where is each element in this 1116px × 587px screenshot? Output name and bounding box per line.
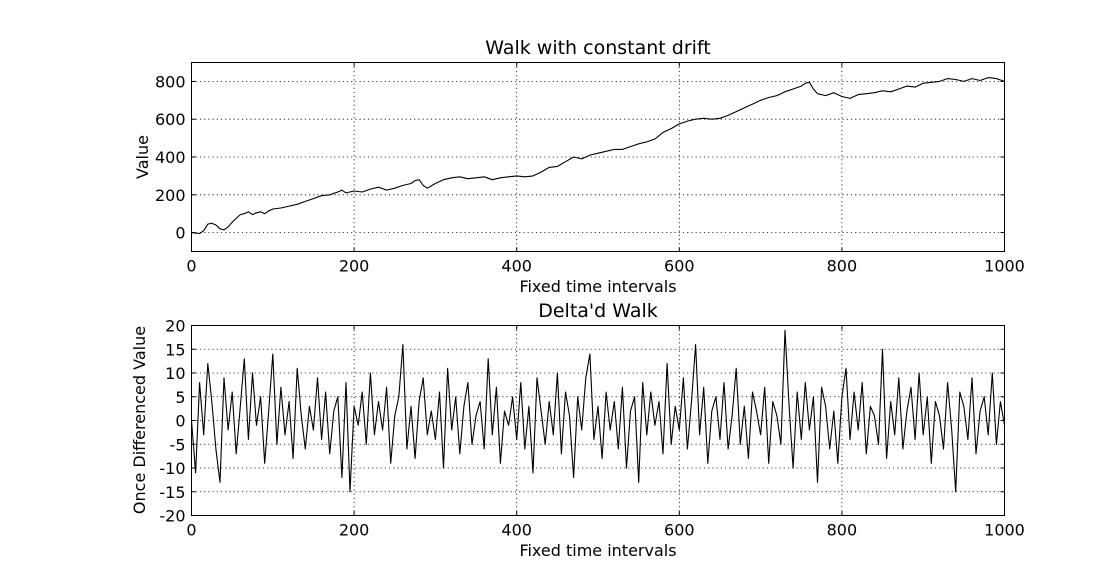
x-tick-label: 800	[827, 521, 858, 540]
x-axis-label: Fixed time intervals	[519, 541, 676, 560]
y-tick-label: 400	[155, 148, 186, 167]
chart-title: Walk with constant drift	[485, 37, 710, 59]
ticks-layer: 0 200 400 600 800 1000 -20 -15 -10 -5 0 5 10 15 20	[159, 317, 1025, 540]
x-tick-label: 400	[501, 521, 532, 540]
chart-deltad-walk: Delta'd Walk 0 200 400 600 800 1000-20-15-10-…	[130, 300, 1025, 560]
chart-walk-with-constant-drift: Walk with constant drift 0 200 400 600 800 10…	[133, 37, 1025, 296]
x-tick-label: 0	[186, 521, 196, 540]
y-tick-label: -15	[159, 483, 185, 502]
x-tick-label: 200	[339, 257, 370, 276]
y-tick-label: -10	[159, 459, 185, 478]
x-axis-label: Fixed time intervals	[519, 277, 676, 296]
x-tick-label: 600	[664, 257, 695, 276]
y-tick-label: -20	[159, 507, 185, 526]
x-tick-label: 200	[339, 521, 370, 540]
y-tick-label: 0	[175, 412, 185, 431]
y-tick-label: 15	[165, 340, 185, 359]
x-tick-label: 400	[501, 257, 532, 276]
y-tick-label: -5	[170, 435, 186, 454]
y-tick-label: 800	[155, 72, 186, 91]
y-tick-label: 200	[155, 186, 186, 205]
series-line	[191, 77, 1005, 235]
x-tick-label: 600	[664, 521, 695, 540]
ticks-layer: 0 200 400 600 800 1000 0 200 400 600 800	[155, 62, 1025, 276]
x-tick-label: 1000	[984, 521, 1025, 540]
y-tick-label: 0	[175, 224, 185, 243]
series-layer	[191, 77, 1005, 235]
y-axis-label: Once Differenced Value	[130, 326, 149, 514]
chart-title: Delta'd Walk	[538, 300, 658, 322]
y-tick-label: 10	[165, 364, 185, 383]
x-tick-label: 0	[186, 257, 196, 276]
y-axis-label: Value	[133, 135, 152, 179]
y-tick-label: 5	[175, 388, 185, 407]
y-tick-label: 600	[155, 110, 186, 129]
series-layer	[190, 329, 1006, 493]
x-tick-label: 800	[827, 257, 858, 276]
series-line	[190, 329, 1006, 493]
y-tick-label: 20	[165, 317, 185, 336]
x-tick-label: 1000	[984, 257, 1025, 276]
